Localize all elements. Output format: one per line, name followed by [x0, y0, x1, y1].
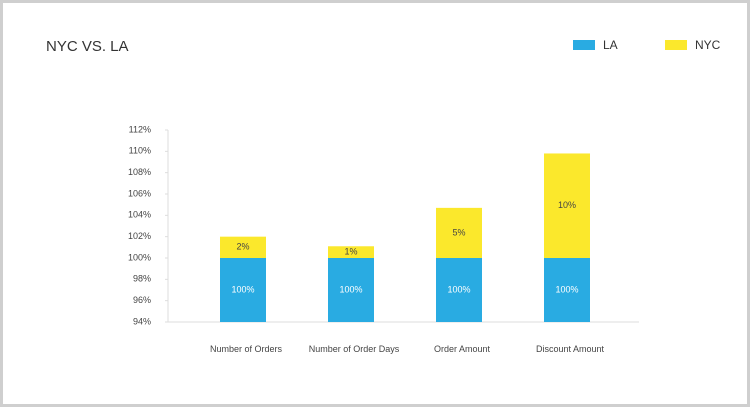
chart: NYC VS. LA 94% 96% 98% 100% 102% 104% 106% 108%…: [46, 38, 721, 326]
data-label: 2%: [236, 242, 249, 252]
bar-segment: [328, 246, 374, 258]
data-label: 100%: [339, 284, 362, 294]
y-tick-label: 100%: [128, 252, 151, 262]
legend-label: LA: [603, 38, 618, 52]
data-label: 100%: [447, 284, 470, 294]
x-tick-label: Order Amount: [433, 344, 491, 354]
bar-segment: [544, 258, 590, 322]
bar-segment: [328, 258, 374, 322]
data-label: 1%: [344, 247, 357, 257]
bar-segment: [220, 236, 266, 258]
y-tick-label: 112%: [129, 124, 151, 134]
data-label: 100%: [555, 284, 578, 294]
legend-swatch: [665, 40, 687, 50]
bar-segment: [436, 207, 482, 258]
data-label: 10%: [558, 200, 576, 210]
y-tick-label: 104%: [128, 210, 151, 220]
x-tick-label: Number of Orders: [209, 344, 283, 354]
data-label: 5%: [452, 227, 465, 237]
y-tick-label: 108%: [128, 167, 151, 177]
y-tick-label: 110%: [129, 146, 151, 156]
bar-segment: [544, 153, 590, 258]
chart-title: NYC VS. LA: [46, 38, 129, 55]
legend-label: NYC: [695, 38, 721, 52]
y-tick-label: 106%: [128, 188, 151, 198]
x-tick-label: Number of Order Days: [308, 344, 400, 354]
data-label: 100%: [231, 284, 254, 294]
x-tick-label: Discount Amount: [535, 344, 605, 354]
y-tick-label: 96%: [133, 295, 151, 305]
legend-swatch: [573, 40, 595, 50]
y-tick-label: 102%: [128, 231, 151, 241]
bar-segment: [220, 258, 266, 322]
bar-segment: [436, 258, 482, 322]
y-tick-label: 98%: [133, 274, 151, 284]
y-tick-label: 94%: [133, 316, 151, 326]
